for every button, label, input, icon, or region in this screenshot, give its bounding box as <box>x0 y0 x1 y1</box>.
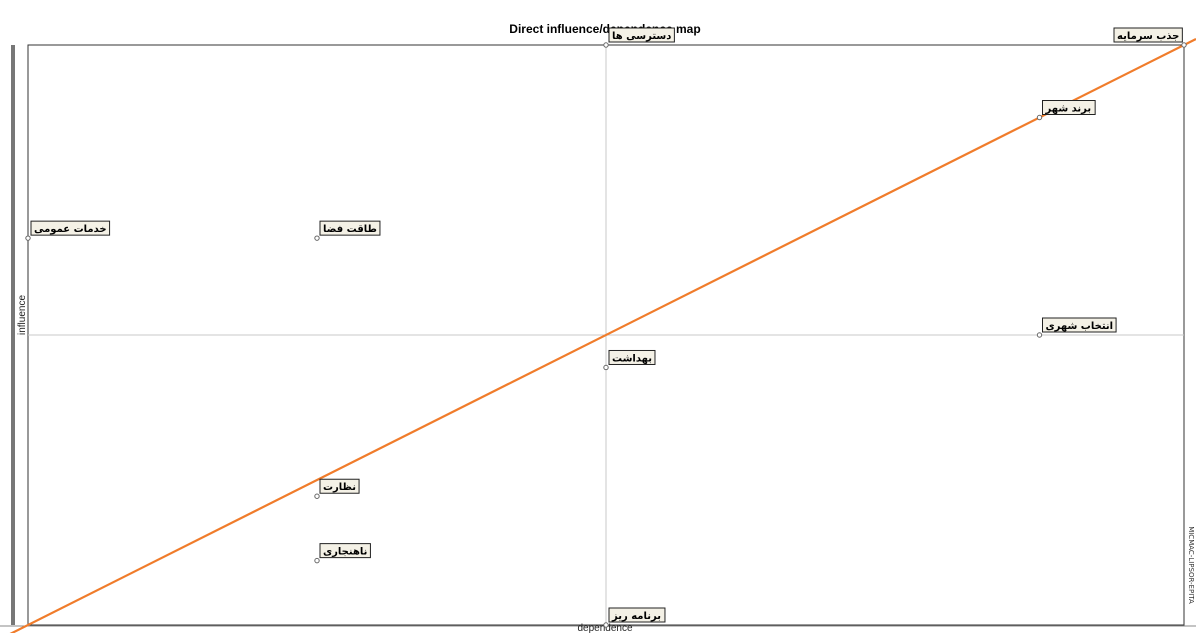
data-point <box>314 493 320 499</box>
point-label: بهداشت <box>612 353 652 364</box>
point-label: برند شهر <box>1045 104 1092 115</box>
point-label-box <box>1113 27 1183 43</box>
data-point <box>603 364 609 371</box>
data-point <box>25 235 31 241</box>
point-label: دسترسی ها <box>612 31 671 42</box>
point-label: طاقت فضا <box>323 224 377 235</box>
point-label: ناهنجاری <box>323 547 367 558</box>
data-point <box>603 42 609 48</box>
point-label-box <box>608 27 675 43</box>
chart-marks: دسترسی ها جذب سرمایه برند شهر خدمات عمومی طا… <box>9 27 1196 633</box>
point-label-box <box>608 349 656 365</box>
point-label-box <box>319 543 371 559</box>
data-point <box>1181 42 1187 48</box>
point-label: برنامه ریز <box>611 611 661 622</box>
point-label: خدمات عمومی <box>34 224 107 235</box>
x-axis-label: dependence <box>577 623 632 633</box>
source-watermark: MICMAC-LIPSOR-EPITA <box>1187 526 1195 604</box>
y-axis-label: influence <box>17 295 28 335</box>
point-label: جذب سرمایه <box>1117 31 1179 42</box>
point-label: نظارت <box>323 482 356 493</box>
data-point <box>1036 332 1043 338</box>
point-label-box <box>1042 317 1117 333</box>
point-label-box <box>319 478 360 494</box>
point-label-box <box>608 607 666 623</box>
data-point <box>314 235 320 241</box>
data-point <box>603 622 609 628</box>
point-label-box <box>1042 100 1096 115</box>
point-label-box <box>319 220 381 236</box>
point-label-box <box>30 220 111 236</box>
diagonal-line <box>9 37 1196 633</box>
data-point <box>314 557 320 564</box>
data-point <box>1036 114 1043 121</box>
point-label: انتخاب شهری <box>1046 321 1114 332</box>
